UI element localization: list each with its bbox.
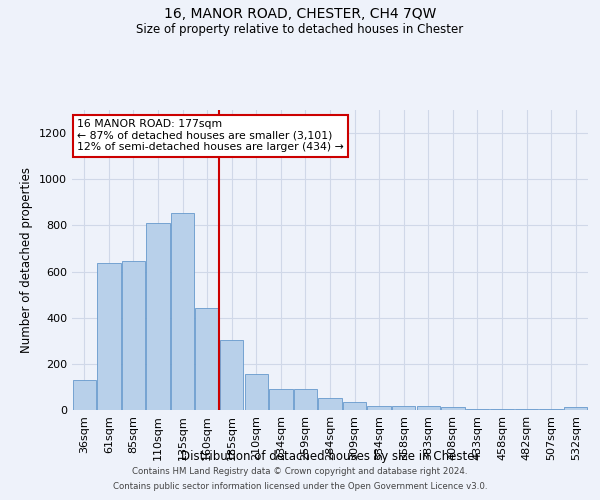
Text: Distribution of detached houses by size in Chester: Distribution of detached houses by size … [181, 450, 479, 463]
Text: Size of property relative to detached houses in Chester: Size of property relative to detached ho… [136, 22, 464, 36]
Bar [416, 406, 440, 410]
Text: 16, MANOR ROAD, CHESTER, CH4 7QW: 16, MANOR ROAD, CHESTER, CH4 7QW [164, 8, 436, 22]
Bar [122, 261, 145, 410]
Bar [319, 398, 341, 410]
Bar [539, 409, 563, 410]
Bar [220, 340, 244, 410]
Bar [392, 406, 415, 410]
Bar [343, 402, 366, 410]
Text: Contains HM Land Registry data © Crown copyright and database right 2024.: Contains HM Land Registry data © Crown c… [132, 467, 468, 476]
Bar [490, 409, 514, 410]
Bar [515, 409, 538, 410]
Bar [466, 409, 489, 410]
Bar [269, 389, 293, 410]
Text: Contains public sector information licensed under the Open Government Licence v3: Contains public sector information licen… [113, 482, 487, 491]
Bar [97, 264, 121, 410]
Bar [367, 406, 391, 410]
Y-axis label: Number of detached properties: Number of detached properties [20, 167, 34, 353]
Bar [564, 407, 587, 410]
Bar [73, 380, 96, 410]
Bar [146, 223, 170, 410]
Text: 16 MANOR ROAD: 177sqm
← 87% of detached houses are smaller (3,101)
12% of semi-d: 16 MANOR ROAD: 177sqm ← 87% of detached … [77, 119, 344, 152]
Bar [196, 308, 219, 410]
Bar [171, 212, 194, 410]
Bar [441, 407, 464, 410]
Bar [245, 374, 268, 410]
Bar [294, 389, 317, 410]
